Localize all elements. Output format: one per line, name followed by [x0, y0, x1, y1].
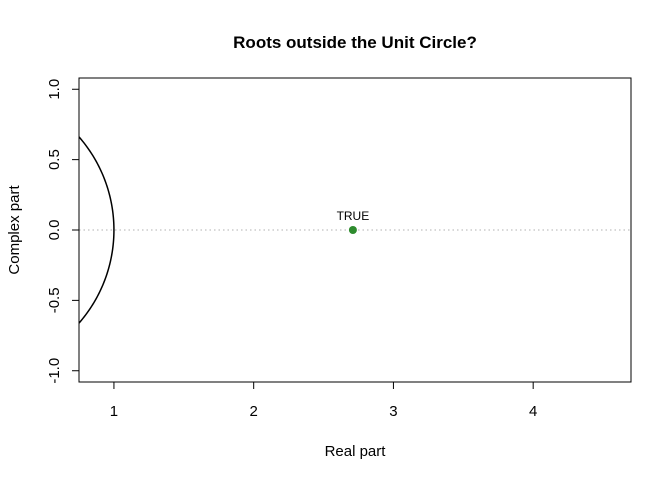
x-tick-label: 2	[250, 403, 258, 420]
x-axis-label: Real part	[325, 443, 387, 460]
y-tick-label: 0.0	[46, 220, 63, 241]
y-axis-label: Complex part	[6, 185, 23, 275]
x-tick-label: 3	[389, 403, 397, 420]
root-point	[348, 226, 357, 234]
y-tick-label: -0.5	[46, 287, 63, 313]
y-tick-label: 1.0	[46, 79, 63, 100]
x-tick-label: 1	[110, 403, 118, 420]
chart-title: Roots outside the Unit Circle?	[233, 33, 477, 52]
y-tick-label: -1.0	[46, 358, 63, 384]
x-tick-label: 4	[529, 403, 537, 420]
root-point-label: TRUE	[337, 209, 370, 223]
plot-area: TRUE 1 2 3 4 -1.0 -0.5 0.0 0.5 1.0	[46, 77, 632, 420]
y-tick-label: 0.5	[46, 149, 63, 170]
